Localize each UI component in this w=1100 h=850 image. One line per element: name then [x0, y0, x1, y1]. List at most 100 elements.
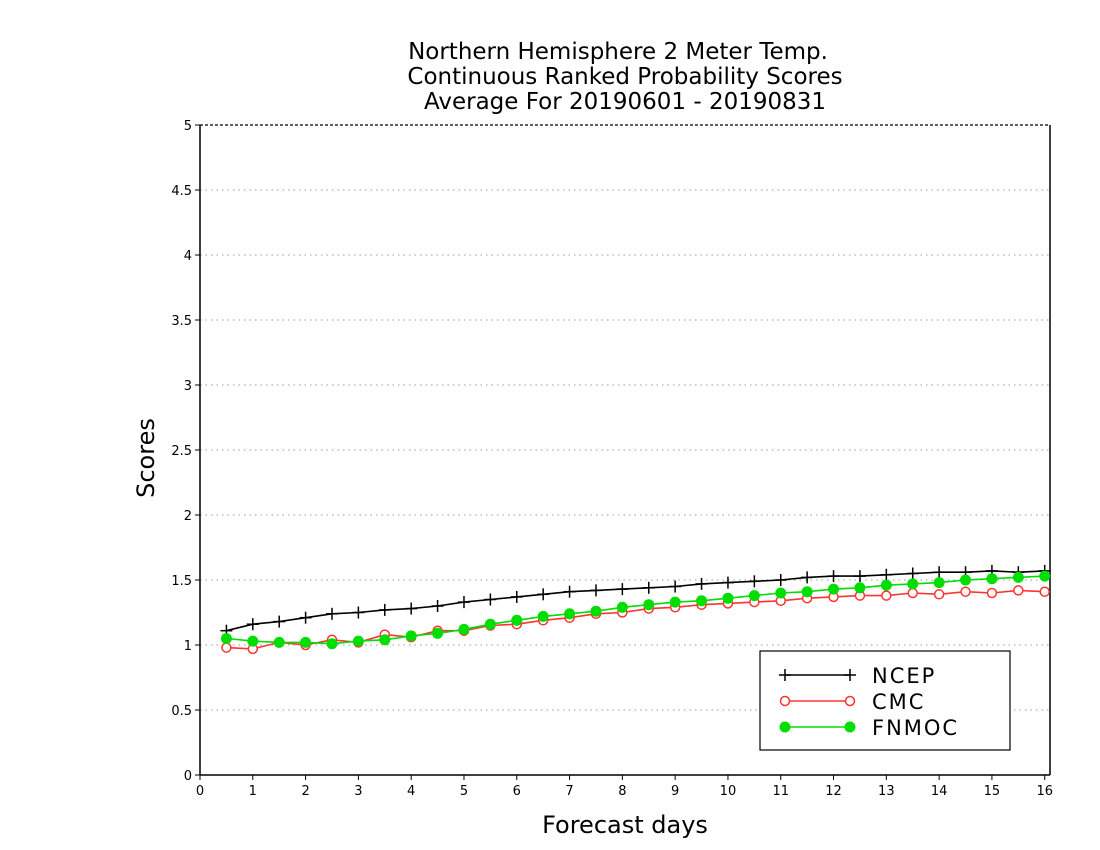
series-cmc-point [986, 587, 998, 599]
series-fnmoc-point [828, 583, 840, 595]
legend-label-cmc: CMC [872, 690, 925, 714]
x-tick-label: 2 [301, 784, 309, 799]
y-tick-label: 1.5 [171, 574, 192, 589]
y-tick-label: 2.5 [171, 444, 192, 459]
x-tick-label: 8 [618, 784, 626, 799]
x-tick-label: 15 [984, 784, 1001, 799]
series-ncep-point [853, 570, 866, 583]
legend-marker-end [844, 695, 856, 707]
series-ncep-point [325, 607, 338, 620]
series-fnmoc-point [748, 590, 760, 602]
series-ncep-point [827, 570, 840, 583]
series-ncep-point [273, 615, 286, 628]
legend-item-ncep: NCEP [779, 664, 936, 688]
legend-label-fnmoc: FNMOC [872, 716, 959, 740]
x-tick-label: 3 [354, 784, 362, 799]
series-fnmoc-point [484, 618, 496, 630]
series-fnmoc-point [458, 623, 470, 635]
series-fnmoc-point [669, 596, 681, 608]
legend-marker-start [779, 669, 791, 681]
legend-item-cmc: CMC [779, 690, 925, 714]
x-tick-label: 10 [720, 784, 737, 799]
series-ncep-point [616, 583, 629, 596]
series-fnmoc-point [616, 601, 628, 613]
series-ncep [220, 564, 1051, 637]
series-ncep-point [721, 576, 734, 589]
series-ncep-point [589, 584, 602, 597]
series-fnmoc-point [247, 635, 259, 647]
y-tick-label: 3.5 [171, 314, 192, 329]
series-ncep-point [246, 618, 259, 631]
series-ncep-point [695, 577, 708, 590]
series-fnmoc-point [564, 608, 576, 620]
x-tick-label: 16 [1036, 784, 1053, 799]
x-tick-label: 13 [878, 784, 895, 799]
series-ncep-point [405, 602, 418, 615]
x-tick-label: 9 [671, 784, 679, 799]
series-ncep-point [669, 580, 682, 593]
series-fnmoc-point [352, 635, 364, 647]
series-ncep-point [378, 603, 391, 616]
series-ncep-point [933, 566, 946, 579]
series-fnmoc-point [432, 627, 444, 639]
y-axis-ticks: 0 0.5 1 1.5 2 2.5 3 3.5 4 4.5 5 [171, 119, 200, 784]
series-fnmoc-point [775, 587, 787, 599]
series-cmc-point [907, 587, 918, 599]
x-axis-label: Forecast days [542, 811, 708, 839]
y-tick-label: 4 [184, 249, 192, 264]
y-tick-label: 5 [184, 119, 192, 134]
series-cmc [221, 585, 1050, 655]
series-fnmoc-point [1012, 571, 1024, 583]
series-ncep-point [431, 600, 444, 612]
series-fnmoc-point [801, 586, 813, 598]
series-fnmoc-point [511, 614, 523, 626]
series-ncep-point [537, 588, 550, 601]
series-fnmoc-point [300, 636, 312, 648]
series-ncep-point [457, 596, 470, 609]
series-fnmoc-point [880, 579, 892, 591]
series-layer [220, 564, 1051, 655]
x-tick-label: 4 [407, 784, 415, 799]
series-ncep-point [880, 568, 893, 581]
series-cmc-point [1039, 586, 1050, 597]
series-fnmoc-point [696, 595, 708, 607]
series-fnmoc-point [590, 605, 602, 617]
series-ncep-point [352, 606, 365, 619]
series-fnmoc-point [854, 582, 866, 594]
x-tick-label: 1 [249, 784, 257, 799]
grid-lines [200, 189, 1050, 711]
chart-title: Northern Hemisphere 2 Meter Temp. Contin… [407, 39, 842, 115]
legend-marker-start [779, 695, 791, 707]
legend-marker-end [844, 669, 856, 681]
series-fnmoc-point [379, 634, 391, 646]
y-tick-label: 0 [184, 769, 192, 784]
series-ncep-point [484, 593, 497, 606]
legend-marker-end [844, 721, 856, 733]
y-tick-label: 4.5 [171, 184, 192, 199]
series-ncep-point [748, 575, 761, 588]
series-ncep-point [801, 571, 814, 584]
series-cmc-point [1013, 585, 1024, 596]
legend-label-ncep: NCEP [872, 664, 936, 688]
series-fnmoc [220, 570, 1051, 650]
y-tick-label: 0.5 [171, 704, 192, 719]
x-tick-label: 0 [196, 784, 204, 799]
series-fnmoc-point [405, 630, 417, 642]
x-tick-label: 12 [825, 784, 842, 799]
series-fnmoc-point [643, 599, 655, 611]
x-tick-label: 7 [565, 784, 573, 799]
series-fnmoc-point [722, 592, 734, 604]
series-fnmoc-point [1039, 570, 1051, 582]
chart-title-line-2: Continuous Ranked Probability Scores [407, 64, 842, 90]
series-fnmoc-point [986, 573, 998, 585]
series-fnmoc-point [326, 638, 338, 650]
series-fnmoc-point [960, 574, 972, 586]
legend-marker-start [779, 721, 791, 733]
chart-title-line-1: Northern Hemisphere 2 Meter Temp. [408, 39, 828, 65]
series-fnmoc-point [907, 578, 919, 590]
y-tick-label: 3 [184, 379, 192, 394]
x-tick-label: 14 [931, 784, 948, 799]
y-axis-label: Scores [132, 418, 160, 498]
